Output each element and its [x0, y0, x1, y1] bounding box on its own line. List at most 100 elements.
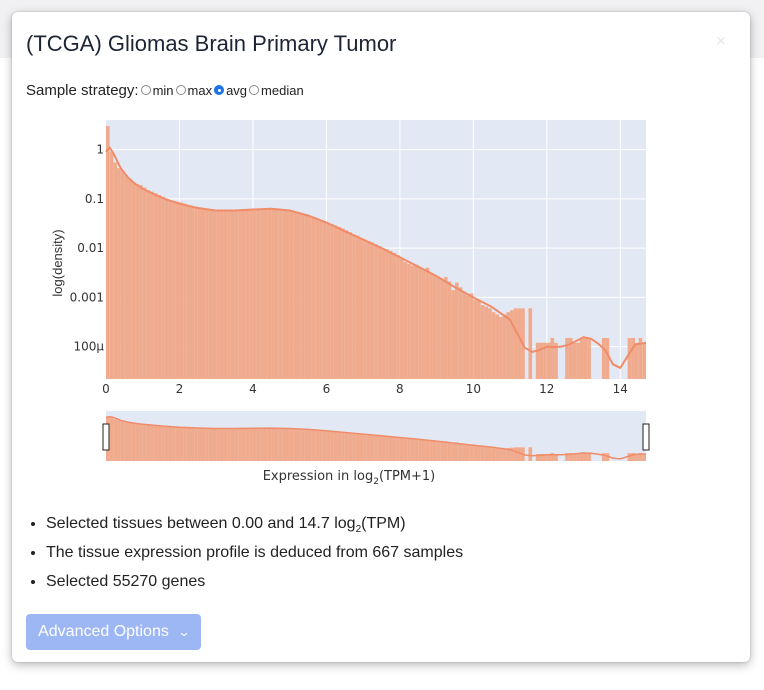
histogram-bar — [194, 206, 198, 379]
histogram-bar — [403, 262, 408, 379]
range-slider-bar — [477, 445, 481, 461]
histogram-bar — [297, 212, 301, 379]
histogram-bar — [377, 246, 382, 379]
histogram-bar — [363, 239, 367, 379]
histogram-bar — [443, 276, 448, 379]
histogram-bar — [451, 290, 455, 379]
histogram-bar — [190, 205, 195, 379]
histogram-bar — [157, 194, 162, 379]
histogram-bar — [286, 210, 290, 379]
range-slider-bar — [333, 431, 338, 461]
range-slider-bar — [458, 443, 463, 461]
tissue-modal: (TCGA) Gliomas Brain Primary Tumor × Sam… — [12, 12, 750, 662]
range-slider-bar — [175, 426, 180, 461]
histogram-bar — [216, 210, 220, 379]
histogram-bar — [109, 151, 114, 379]
x-tick-label: 0 — [102, 382, 110, 396]
range-slider-bar — [447, 442, 452, 461]
histogram-bar — [440, 279, 444, 379]
range-slider-bar — [186, 427, 191, 461]
range-slider-bar — [164, 426, 169, 461]
range-slider-bar — [252, 428, 257, 461]
histogram-bar — [466, 295, 470, 379]
histogram-bar — [399, 259, 404, 379]
range-slider-bar — [319, 430, 323, 461]
histogram-bar — [263, 208, 268, 379]
histogram-bar — [161, 196, 165, 379]
range-slider-bar — [260, 428, 264, 461]
radio-median[interactable] — [249, 85, 260, 95]
histogram-bar — [179, 202, 184, 379]
range-slider-left-handle[interactable] — [102, 423, 110, 451]
histogram-bar — [289, 210, 294, 379]
strategy-option-max[interactable]: max — [174, 82, 213, 98]
histogram-bar — [205, 208, 209, 379]
histogram-bar — [513, 308, 518, 379]
histogram-bar — [252, 209, 257, 379]
histogram-bar — [131, 182, 136, 379]
range-slider-bar — [146, 424, 151, 461]
range-slider-bar — [234, 428, 239, 461]
range-slider-bar — [535, 453, 540, 461]
close-icon[interactable]: × — [715, 31, 727, 51]
histogram-bar — [473, 299, 478, 379]
histogram-bar — [572, 342, 577, 379]
histogram-bar — [480, 305, 485, 379]
x-tick-label: 4 — [249, 382, 257, 396]
range-slider-bar — [153, 425, 158, 461]
range-slider-bar — [227, 428, 231, 461]
histogram-bar — [576, 342, 580, 379]
range-slider-bar — [451, 443, 455, 461]
summary-tissues-prefix: Selected tissues between 0.00 and 14.7 l… — [46, 515, 356, 532]
histogram-bar — [546, 342, 551, 379]
range-slider-bar — [436, 441, 441, 461]
histogram-bar — [396, 255, 400, 379]
histogram-bar — [146, 190, 151, 379]
range-slider-bar — [326, 430, 331, 461]
histogram-bar — [638, 337, 643, 379]
histogram-bar — [579, 337, 584, 379]
range-slider-bar — [392, 436, 397, 461]
histogram-bar — [366, 240, 371, 379]
strategy-option-label: max — [187, 82, 213, 98]
range-slider-right-handle[interactable] — [642, 423, 650, 451]
range-slider-bar — [403, 438, 408, 461]
histogram-bar — [260, 208, 264, 379]
advanced-options-button[interactable]: Advanced Options ⌄ — [26, 614, 201, 650]
range-slider-bar — [205, 428, 209, 461]
histogram-bar — [304, 214, 309, 379]
radio-max[interactable] — [175, 85, 186, 95]
histogram-bar — [627, 337, 632, 379]
range-slider-bar — [443, 441, 448, 461]
strategy-option-min[interactable]: min — [139, 83, 174, 98]
histogram-bar — [488, 308, 492, 379]
range-slider-bar — [238, 428, 242, 461]
range-slider-bar — [304, 429, 309, 461]
strategy-option-avg[interactable]: avg — [212, 83, 247, 98]
range-slider-bar — [315, 430, 320, 461]
range-handle-grip[interactable] — [642, 423, 650, 451]
strategy-option-median[interactable]: median — [247, 83, 304, 98]
range-slider-bar — [168, 426, 173, 461]
histogram-bar — [385, 249, 389, 379]
radio-min[interactable] — [140, 85, 151, 95]
histogram-bar — [539, 342, 544, 379]
range-slider-bar — [601, 453, 606, 461]
range-slider-bar — [286, 428, 290, 461]
histogram-bar — [113, 162, 118, 379]
histogram-bar — [344, 230, 349, 379]
histogram-bar — [462, 291, 466, 379]
range-slider-bar — [311, 429, 316, 461]
histogram-bar — [388, 250, 393, 379]
range-slider-bar — [579, 453, 584, 461]
range-handle-grip[interactable] — [102, 423, 110, 451]
x-tick-label: 6 — [323, 382, 331, 396]
histogram-bar — [642, 342, 646, 379]
histogram-bar — [491, 312, 496, 379]
range-slider-bar — [300, 429, 305, 461]
range-slider-bar — [491, 448, 496, 461]
radio-avg-selected[interactable] — [214, 85, 225, 95]
range-slider-bar — [510, 447, 514, 461]
range-slider-bar — [502, 448, 507, 461]
summary-tissues-suffix: (TPM) — [361, 515, 406, 532]
